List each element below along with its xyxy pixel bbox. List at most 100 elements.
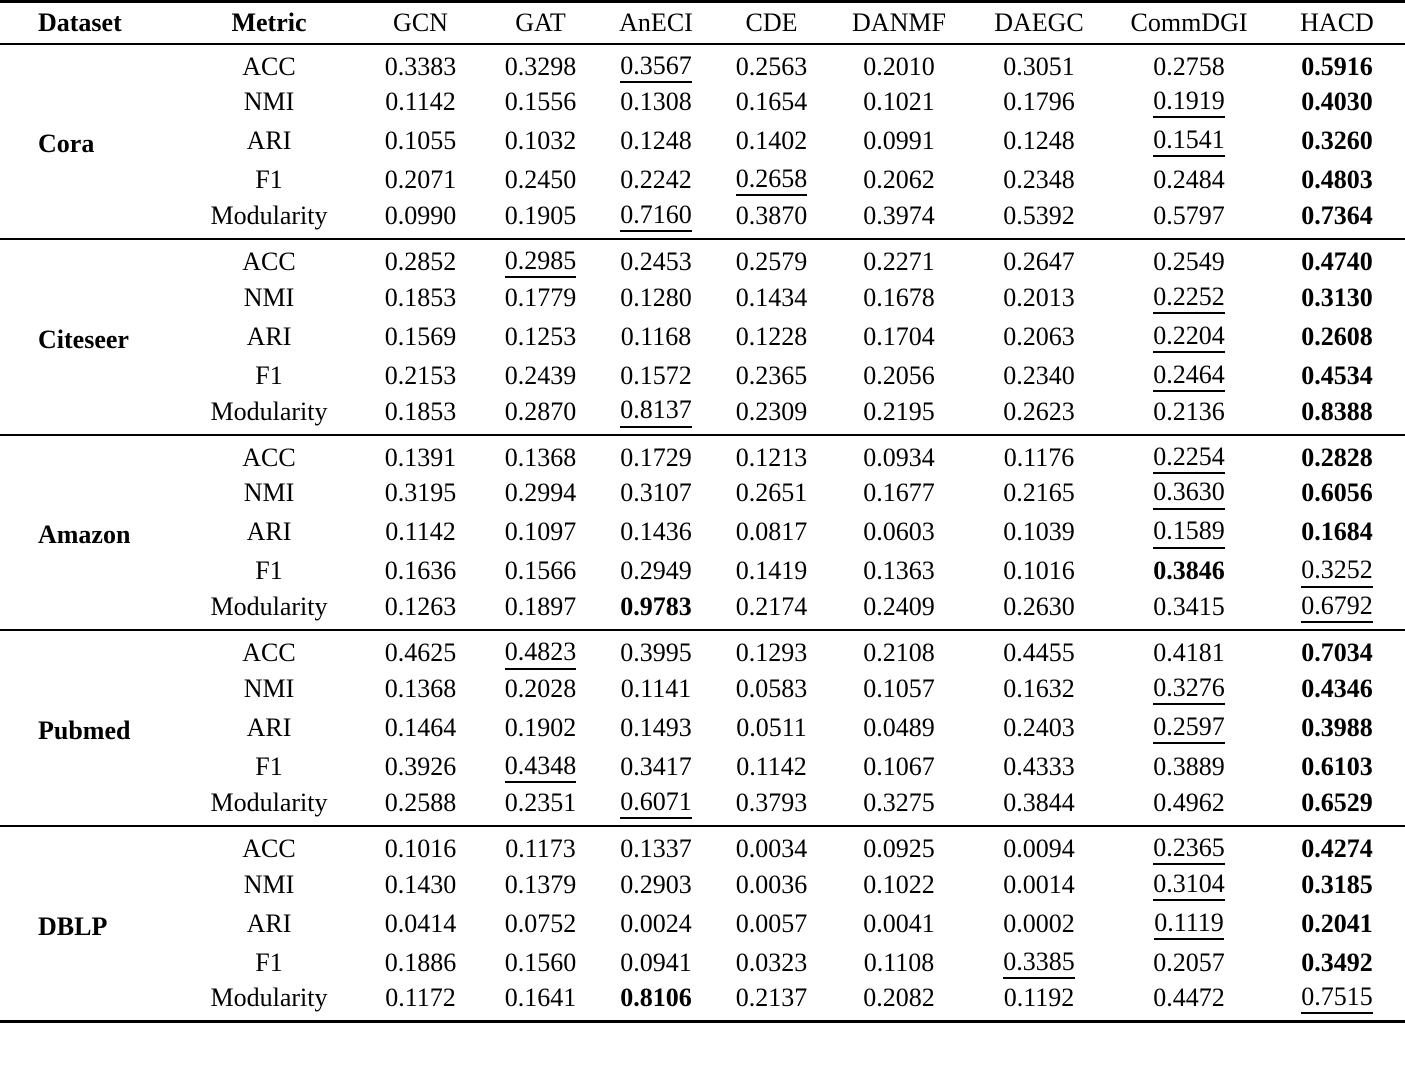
metric-value: 0.1032: [504, 126, 577, 156]
metric-label: F1: [255, 752, 283, 782]
metric-value-cell: 0.2588: [358, 787, 483, 826]
metric-value: 0.1142: [385, 517, 456, 547]
table-row: NMI 0.1368 0.2028 0.1141 0.0583 0.1057 0.1632 0…: [0, 670, 1405, 709]
metric-label: Modularity: [210, 592, 328, 622]
metric-value: 0.1572: [620, 360, 692, 390]
metric-value: 0.2365: [735, 360, 808, 390]
metric-value-cell: 0.2365: [1109, 826, 1269, 866]
metric-value-cell: 0.8137: [598, 395, 714, 434]
best-value: 0.3988: [1301, 713, 1373, 743]
best-value: 0.4740: [1301, 247, 1373, 277]
metric-value-cell: 0.1097: [483, 513, 598, 552]
metric-value-cell: 0.1436: [598, 513, 714, 552]
metric-value-cell: 0.0511: [714, 709, 829, 748]
metric-value: 0.1436: [620, 517, 692, 547]
metric-value: 0.1636: [384, 556, 457, 586]
metric-value-cell: 0.1168: [598, 317, 714, 356]
metric-value-cell: 0.0489: [829, 709, 969, 748]
best-value: 0.2828: [1301, 442, 1373, 472]
metric-value: 0.2340: [1003, 360, 1075, 390]
table-row: NMI 0.1142 0.1556 0.1308 0.1654 0.1021 0.1796 0…: [0, 83, 1405, 122]
metric-value-cell: 0.3185: [1269, 865, 1405, 904]
second-best-value: 0.2597: [1153, 713, 1225, 745]
metric-value: 0.1391: [384, 442, 457, 472]
table-row: NMI 0.3195 0.2994 0.3107 0.2651 0.1677 0.2165 0…: [0, 474, 1405, 513]
metric-label: F1: [255, 947, 283, 977]
metric-value: 0.2309: [735, 396, 808, 426]
metric-value-cell: 0.4625: [358, 630, 483, 669]
best-value: 0.3260: [1301, 126, 1373, 156]
metric-value-cell: 0.1368: [483, 435, 598, 474]
metric-value: 0.1641: [504, 983, 577, 1013]
metric-value: 0.2630: [1003, 592, 1075, 622]
metric-value-cell: 0.0024: [598, 904, 714, 943]
metric-value-cell: 0.5916: [1269, 44, 1405, 83]
metric-value-cell: 0.4472: [1109, 982, 1269, 1022]
table-row: F1 0.1636 0.1566 0.2949 0.1419 0.1363 0.1016 0.…: [0, 552, 1405, 591]
best-value: 0.2608: [1301, 321, 1373, 351]
metric-value: 0.4181: [1153, 638, 1225, 668]
metric-value-cell: 0.3988: [1269, 709, 1405, 748]
metric-value-cell: 0.2041: [1269, 904, 1405, 943]
second-best-value: 0.2204: [1153, 321, 1225, 354]
metric-value-cell: 0.2579: [714, 239, 829, 278]
metric-value: 0.1905: [504, 200, 577, 230]
metric-value: 0.2165: [1003, 478, 1075, 508]
table-row: DBLP ACC 0.1016 0.1173 0.1337 0.0034 0.0925 0.0…: [0, 826, 1405, 941]
metric-value-cell: 0.1572: [598, 356, 714, 395]
metric-value-cell: 0.3995: [598, 630, 714, 669]
metric-value: 0.0002: [1003, 908, 1075, 938]
metric-value-cell: 0.1654: [714, 83, 829, 122]
metric-value-cell: 0.3383: [358, 44, 483, 83]
metric-value-cell: 0.0323: [714, 943, 829, 982]
second-best-value: 0.7515: [1301, 983, 1373, 1015]
second-best-value: 0.1541: [1153, 126, 1225, 158]
metric-value-cell: 0.3298: [483, 44, 598, 83]
metric-value-cell: 0.6529: [1269, 787, 1405, 826]
metric-value-cell: 0.0817: [714, 513, 829, 552]
metric-value-cell: 0.3130: [1269, 278, 1405, 317]
metric-value-cell: 0.2271: [829, 239, 969, 278]
metric-label: ACC: [242, 638, 296, 668]
metric-value-cell: 0.1228: [714, 317, 829, 356]
best-value: 0.1684: [1301, 517, 1373, 547]
metric-value: 0.2623: [1003, 396, 1075, 426]
table-row: F1 0.1886 0.1560 0.0941 0.0323 0.1108 0.3385 0.…: [0, 943, 1405, 982]
metric-value-cell: 0.1684: [1269, 513, 1405, 552]
metric-value: 0.4625: [384, 638, 457, 668]
metric-value-cell: 0.3275: [829, 787, 969, 826]
metric-value-cell: 0.3415: [1109, 591, 1269, 630]
metric-label: ARI: [246, 713, 292, 743]
metric-value: 0.1897: [504, 592, 577, 622]
column-header-aneci: AnECI: [619, 7, 693, 37]
metric-value-cell: 0.0057: [714, 904, 829, 943]
metric-value: 0.1337: [620, 834, 692, 864]
metric-value: 0.2453: [620, 247, 692, 277]
second-best-value: 0.6792: [1301, 592, 1373, 624]
metric-label: NMI: [243, 282, 295, 312]
metric-value-cell: 0.4803: [1269, 161, 1405, 200]
best-value: 0.7034: [1301, 638, 1373, 668]
metric-value: 0.1569: [384, 321, 457, 351]
metric-value: 0.0024: [620, 908, 692, 938]
results-table: Dataset Metric GCN GAT AnECI CDE DANMF D…: [0, 0, 1405, 1024]
metric-value-cell: 0.1263: [358, 591, 483, 630]
metric-value-cell: 0.2204: [1109, 317, 1269, 356]
metric-value-cell: 0.0603: [829, 513, 969, 552]
metric-value: 0.1055: [384, 126, 457, 156]
metric-value-cell: 0.1142: [358, 83, 483, 122]
table-row: Modularity 0.0990 0.1905 0.7160 0.3870 0.3974…: [0, 200, 1405, 239]
metric-value-cell: 0.2195: [829, 395, 969, 434]
metric-label: Modularity: [210, 983, 328, 1013]
metric-value: 0.5797: [1153, 200, 1225, 230]
metric-value: 0.2013: [1003, 282, 1075, 312]
metric-value-cell: 0.1016: [969, 552, 1109, 591]
column-header-daegc: DAEGC: [994, 7, 1084, 37]
metric-value-cell: 0.3793: [714, 787, 829, 826]
metric-value-cell: 0.1419: [714, 552, 829, 591]
metric-value: 0.5392: [1003, 200, 1075, 230]
metric-value-cell: 0.3051: [969, 44, 1109, 83]
metric-value: 0.1853: [384, 282, 457, 312]
metric-value-cell: 0.3492: [1269, 943, 1405, 982]
best-value: 0.4803: [1301, 165, 1373, 195]
